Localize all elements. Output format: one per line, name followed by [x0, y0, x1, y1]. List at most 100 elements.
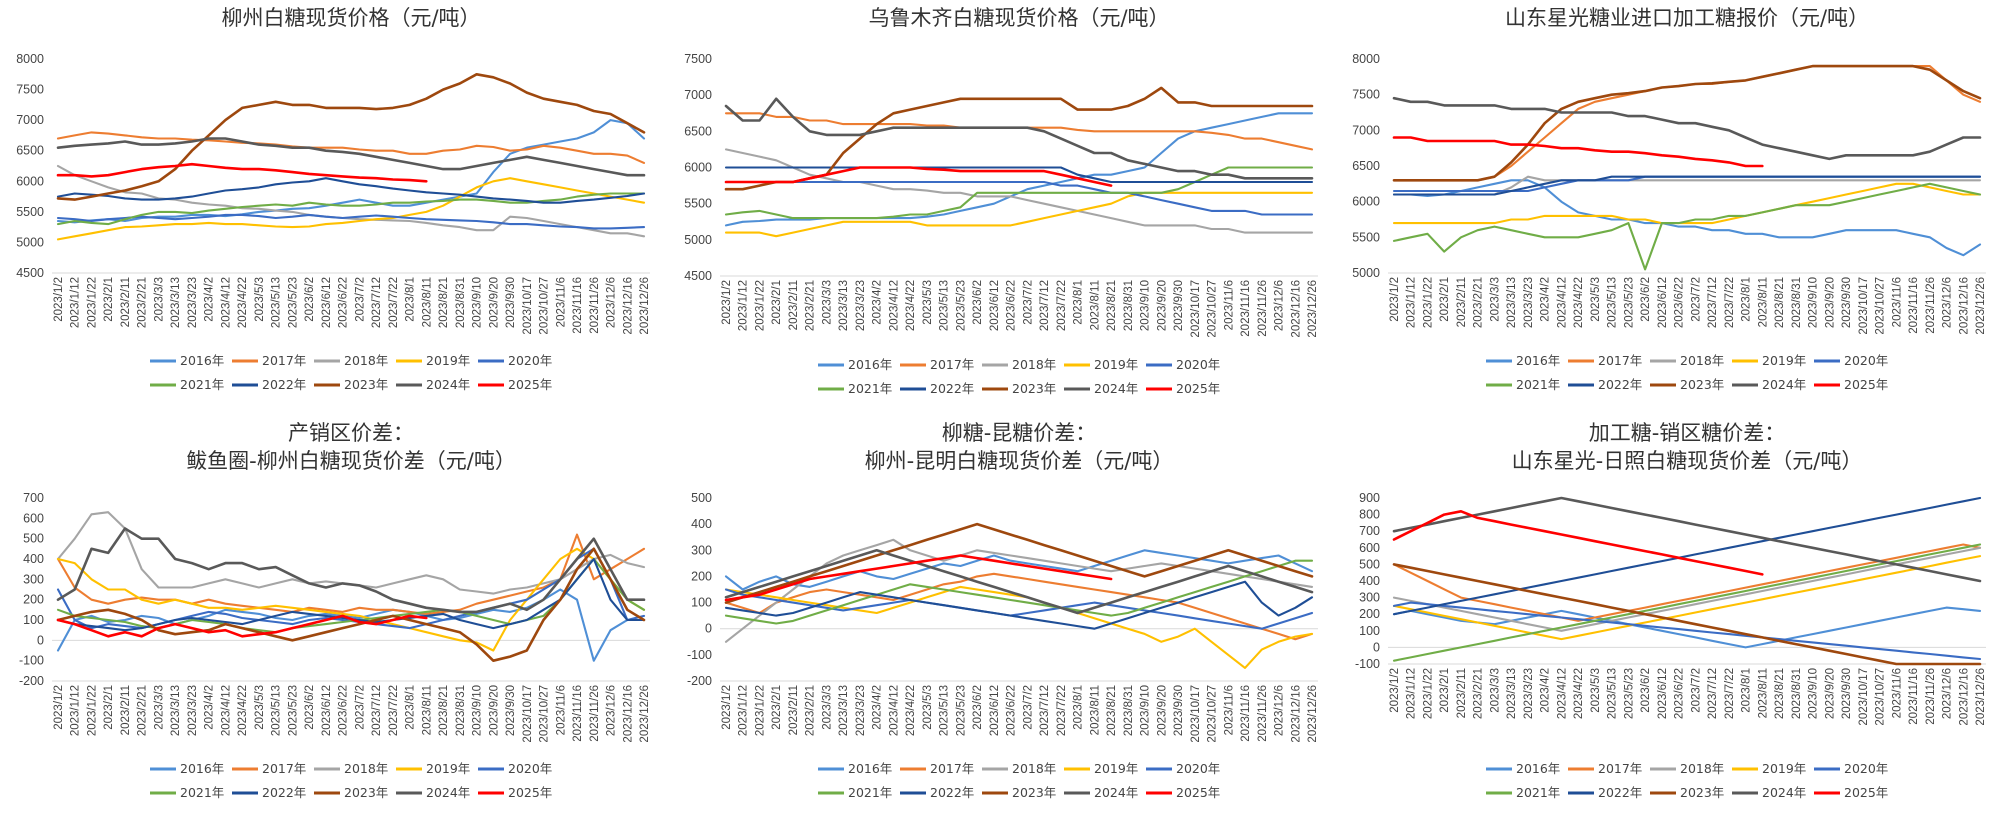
legend-label: 2017年 [930, 761, 974, 776]
x-tick-label: 2023/7/22 [1056, 280, 1068, 331]
x-tick-label: 2023/12/26 [1975, 277, 1987, 335]
legend-label: 2022年 [1598, 785, 1642, 800]
legend-label: 2021年 [848, 785, 892, 800]
x-tick-label: 2023/4/12 [888, 685, 900, 736]
x-tick-label: 2023/8/1 [1741, 277, 1753, 322]
legend-label: 2025年 [1844, 785, 1888, 800]
x-tick-label: 2023/5/3 [254, 685, 266, 730]
legend-item: 2018年 [1650, 761, 1724, 776]
legend-label: 2020年 [1844, 761, 1888, 776]
series-line-2019年 [1392, 555, 1982, 641]
x-tick-label: 2023/11/16 [1908, 668, 1920, 725]
legend-item: 2021年 [150, 377, 224, 392]
x-tick-label: 2023/3/3 [1489, 668, 1501, 713]
y-tick-label: 200 [691, 569, 712, 583]
y-tick-label: 500 [1359, 557, 1380, 571]
legend-item: 2017年 [1568, 761, 1642, 776]
x-tick-label: 2023/6/22 [338, 685, 350, 736]
series-line-2025年 [56, 162, 428, 183]
chart-2: 乌鲁木齐白糖现货价格（元/吨） 4500 5000 5500 6000 6500 7000 7… [684, 6, 1319, 396]
y-tick-label: 7500 [16, 83, 44, 97]
x-tick-label: 2023/10/27 [1875, 668, 1887, 726]
x-tick-label: 2023/3/23 [187, 277, 199, 328]
x-tick-label: 2023/5/13 [1607, 668, 1619, 719]
y-tick-label: 100 [23, 613, 44, 627]
x-tick-label: 2023/8/11 [421, 685, 433, 735]
x-tick-label: 2023/5/3 [254, 277, 266, 322]
legend-item: 2024年 [396, 785, 470, 800]
legend-item: 2022年 [232, 377, 306, 392]
chart-title: 产销区价差： [288, 421, 414, 445]
x-tick-label: 2023/5/3 [1590, 668, 1602, 713]
x-tick-label: 2023/1/22 [754, 280, 766, 331]
legend-item: 2018年 [982, 357, 1056, 372]
x-tick-label: 2023/1/12 [70, 685, 82, 736]
x-tick-label: 2023/5/3 [922, 280, 934, 325]
x-tick-label: 2023/5/13 [939, 685, 951, 736]
x-tick-label: 2023/12/16 [1290, 280, 1302, 338]
x-tick-label: 2023/4/2 [204, 277, 216, 322]
x-tick-label: 2023/6/22 [1006, 685, 1018, 736]
legend-item: 2024年 [396, 377, 470, 392]
y-tick-label: 7000 [1352, 123, 1380, 137]
x-tick-label: 2023/10/17 [522, 277, 534, 335]
x-tick-label: 2023/7/2 [354, 685, 366, 730]
x-tick-label: 2023/4/12 [220, 685, 232, 736]
series-line-2019年 [724, 585, 1314, 669]
y-tick-label: 500 [691, 491, 712, 505]
x-tick-label: 2023/9/10 [1808, 277, 1820, 328]
x-tick-label: 2023/7/2 [1022, 685, 1034, 730]
x-tick-label: 2023/11/16 [1240, 685, 1252, 742]
y-tick-label: -100 [1355, 657, 1380, 671]
legend-item: 2017年 [232, 353, 306, 368]
y-tick-label: 6500 [16, 144, 44, 158]
x-tick-label: 2023/12/6 [606, 685, 618, 736]
x-tick-label: 2023/9/20 [1824, 277, 1836, 328]
y-tick-label: 6000 [684, 161, 712, 175]
legend-label: 2016年 [848, 761, 892, 776]
series-line-2017年 [724, 572, 1314, 641]
x-tick-label: 2023/10/17 [1858, 277, 1870, 335]
x-tick-label: 2023/3/23 [1523, 668, 1535, 719]
x-tick-label: 2023/6/12 [989, 280, 1001, 331]
x-tick-label: 2023/9/30 [1173, 280, 1185, 331]
x-tick-label: 2023/9/10 [472, 277, 484, 328]
y-tick-label: 400 [1359, 574, 1380, 588]
series-line-2019年 [724, 191, 1314, 238]
x-tick-label: 2023/7/12 [1039, 280, 1051, 331]
legend-item: 2023年 [982, 381, 1056, 396]
legend-item: 2025年 [478, 377, 552, 392]
x-tick-label: 2023/9/20 [1156, 685, 1168, 736]
legend-item: 2019年 [1732, 353, 1806, 368]
legend-item: 2025年 [1814, 785, 1888, 800]
x-tick-label: 2023/8/21 [1774, 668, 1786, 719]
x-tick-label: 2023/6/2 [972, 685, 984, 730]
x-tick-label: 2023/9/10 [472, 685, 484, 736]
x-tick-label: 2023/5/23 [287, 277, 299, 328]
x-tick-label: 2023/6/22 [1674, 277, 1686, 328]
x-tick-label: 2023/2/1 [1439, 668, 1451, 713]
x-tick-label: 2023/9/10 [1808, 668, 1820, 719]
chart-title: 乌鲁木齐白糖现货价格（元/吨） [868, 6, 1169, 30]
legend-item: 2020年 [478, 353, 552, 368]
legend-item: 2022年 [900, 381, 974, 396]
y-tick-label: 600 [23, 511, 44, 525]
x-tick-label: 2023/7/2 [1690, 668, 1702, 713]
x-tick-label: 2023/5/23 [955, 280, 967, 331]
x-tick-label: 2023/11/26 [1925, 277, 1937, 334]
x-tick-label: 2023/10/17 [1858, 668, 1870, 726]
legend-label: 2019年 [426, 353, 470, 368]
legend-label: 2023年 [1680, 377, 1724, 392]
y-tick-label: 7000 [16, 113, 44, 127]
x-tick-label: 2023/8/11 [421, 277, 433, 327]
x-tick-label: 2023/8/1 [1073, 280, 1085, 325]
legend-label: 2020年 [508, 761, 552, 776]
x-tick-label: 2023/12/26 [1975, 668, 1987, 726]
x-tick-label: 2023/3/23 [1523, 277, 1535, 328]
legend-item: 2016年 [818, 357, 892, 372]
series-line-2022年 [724, 580, 1314, 630]
x-tick-label: 2023/8/31 [455, 685, 467, 736]
x-tick-label: 2023/6/2 [1640, 277, 1652, 322]
x-tick-label: 2023/1/22 [1422, 668, 1434, 719]
